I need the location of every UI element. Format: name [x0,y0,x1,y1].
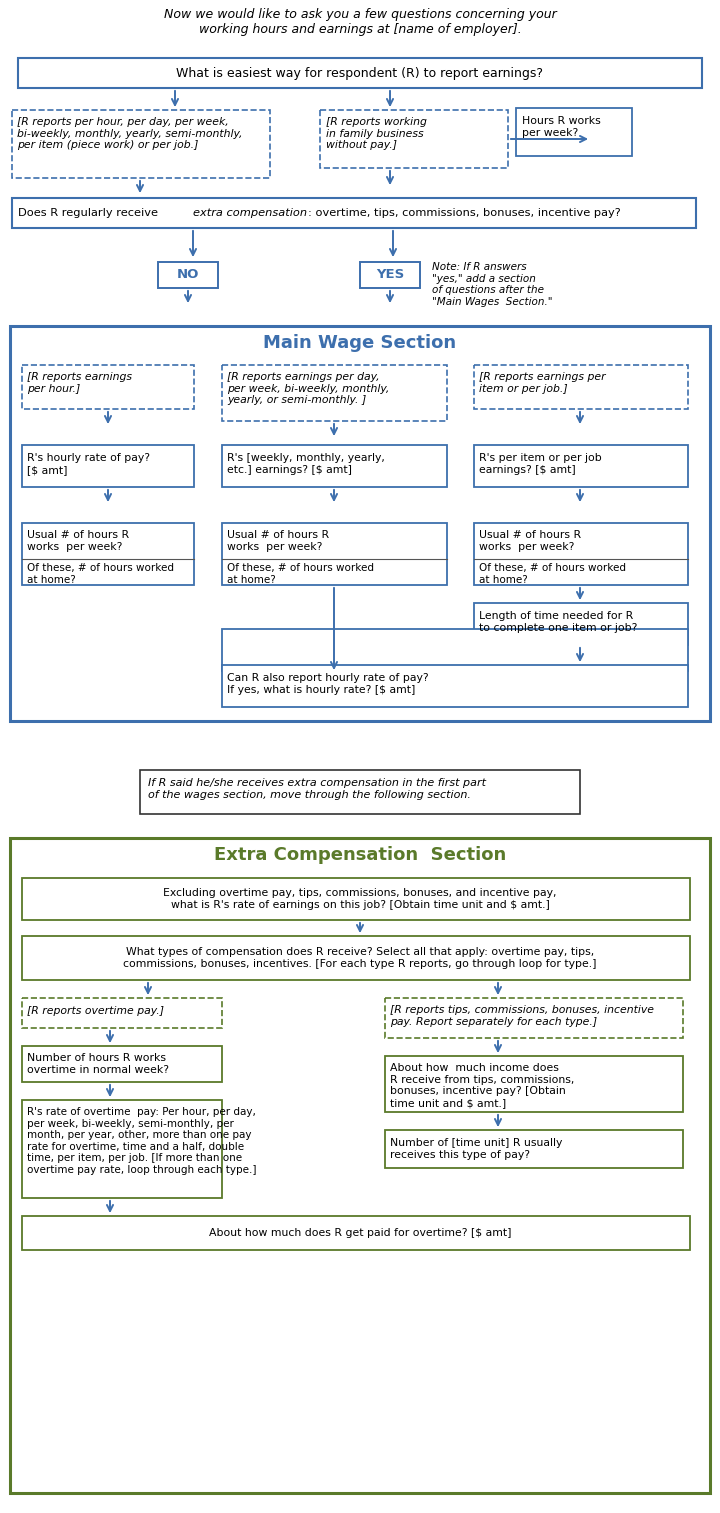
Bar [222,666,688,707]
Bar [385,999,683,1038]
Bar [222,445,447,487]
Bar [385,1130,683,1168]
Bar [22,937,690,980]
Bar [222,365,447,421]
Text: Number of hours R works
overtime in normal week?: Number of hours R works overtime in norm… [27,1053,169,1074]
Bar [22,445,194,487]
Text: Hours R works
per week?: Hours R works per week? [522,117,600,138]
Bar [320,110,508,168]
Text: What types of compensation does R receive? Select all that apply: overtime pay, : What types of compensation does R receiv… [123,947,597,968]
Bar [22,523,194,586]
Text: Number of [time unit] R usually
receives this type of pay?: Number of [time unit] R usually receives… [390,1138,562,1159]
Text: If R said he/she receives extra compensation in the first part
of the wages sect: If R said he/she receives extra compensa… [148,778,486,799]
Text: : overtime, tips, commissions, bonuses, incentive pay?: : overtime, tips, commissions, bonuses, … [308,207,621,218]
Text: [R reports overtime pay.]: [R reports overtime pay.] [27,1006,164,1017]
Text: Of these, # of hours worked
at home?: Of these, # of hours worked at home? [227,563,374,584]
Text: [R reports earnings per day,
per week, bi-weekly, monthly,
yearly, or semi-month: [R reports earnings per day, per week, b… [227,372,390,405]
Text: R's per item or per job
earnings? [$ amt]: R's per item or per job earnings? [$ amt… [479,452,602,475]
Text: Usual # of hours R
works  per week?: Usual # of hours R works per week? [27,530,129,552]
Bar [474,365,688,409]
Text: Length of time needed for R
to complete one item or job?: Length of time needed for R to complete … [479,611,637,632]
Text: Of these, # of hours worked
at home?: Of these, # of hours worked at home? [479,563,626,584]
Bar [158,262,218,287]
Bar [18,57,702,88]
Text: [R reports working
in family business
without pay.]: [R reports working in family business wi… [326,117,427,150]
Text: Of these, # of hours worked
at home?: Of these, # of hours worked at home? [27,563,174,584]
Bar [516,107,632,156]
Text: Usual # of hours R
works  per week?: Usual # of hours R works per week? [479,530,581,552]
Bar [22,1100,222,1198]
Text: About how  much income does
R receive from tips, commissions,
bonuses, incentive: About how much income does R receive fro… [390,1064,575,1108]
Bar [12,198,696,228]
Bar [22,1045,222,1082]
Bar [140,770,580,814]
Text: [R reports earnings per
item or per job.]: [R reports earnings per item or per job.… [479,372,606,393]
Text: NO: NO [177,268,199,281]
Bar [222,523,447,586]
Bar [360,262,420,287]
Text: Note: If R answers
"yes," add a section
of questions after the
"Main Wages  Sect: Note: If R answers "yes," add a section … [432,262,552,307]
Text: YES: YES [376,268,404,281]
Text: R's hourly rate of pay?
[$ amt]: R's hourly rate of pay? [$ amt] [27,452,150,475]
Text: Usual # of hours R
works  per week?: Usual # of hours R works per week? [227,530,329,552]
Bar [10,838,710,1493]
Text: What is easiest way for respondent (R) to report earnings?: What is easiest way for respondent (R) t… [176,67,544,80]
Text: Does R regularly receive: Does R regularly receive [18,207,161,218]
Text: R's [weekly, monthly, yearly,
etc.] earnings? [$ amt]: R's [weekly, monthly, yearly, etc.] earn… [227,452,385,475]
Text: Extra Compensation  Section: Extra Compensation Section [214,846,506,864]
Bar [222,629,688,670]
Bar [474,604,688,645]
Bar [22,878,690,920]
Text: [R reports per hour, per day, per week,
bi-weekly, monthly, yearly, semi-monthly: [R reports per hour, per day, per week, … [17,117,243,150]
Bar [22,999,222,1027]
Text: Main Wage Section: Main Wage Section [264,334,456,353]
Text: Excluding overtime pay, tips, commissions, bonuses, and incentive pay,
what is R: Excluding overtime pay, tips, commission… [163,888,557,909]
Bar [22,1216,690,1250]
Bar [10,325,710,722]
Text: R's rate of overtime  pay: Per hour, per day,
per week, bi-weekly, semi-monthly,: R's rate of overtime pay: Per hour, per … [27,1108,256,1176]
Text: extra compensation: extra compensation [193,207,307,218]
Bar [474,523,688,586]
Text: [R reports earnings
per hour.]: [R reports earnings per hour.] [27,372,132,393]
Text: About how much does R get paid for overtime? [$ amt]: About how much does R get paid for overt… [209,1229,511,1238]
Text: Now we would like to ask you a few questions concerning your
working hours and e: Now we would like to ask you a few quest… [163,8,557,36]
Text: [R reports tips, commissions, bonuses, incentive
pay. Report separately for each: [R reports tips, commissions, bonuses, i… [390,1005,654,1027]
Bar [385,1056,683,1112]
Text: Can R also report hourly rate of pay?
If yes, what is hourly rate? [$ amt]: Can R also report hourly rate of pay? If… [227,673,428,694]
Bar [22,365,194,409]
Bar [474,445,688,487]
Bar [12,110,270,179]
